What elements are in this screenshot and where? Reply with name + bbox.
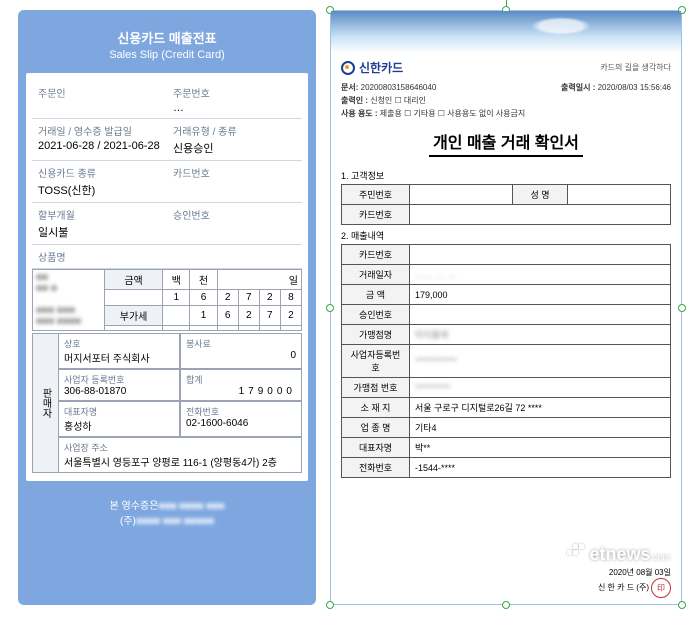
transdate-label: 거래일 / 영수증 발급일	[38, 123, 161, 138]
transtype-label: 거래유형 / 종류	[173, 123, 296, 138]
rceo-label: 대표자명	[342, 438, 410, 458]
biz-label: 사업자등록번호	[342, 345, 410, 378]
rceo-value: 박**	[410, 438, 671, 458]
service-value: 0	[186, 350, 296, 361]
slip-title-en: Sales Slip (Credit Card)	[26, 49, 308, 61]
store-label: 가맹점명	[342, 325, 410, 345]
orderno-label: 주문번호	[173, 85, 296, 100]
date-label: 거래일자	[342, 265, 410, 285]
orderno-value: …	[173, 102, 296, 114]
name-label: 성 명	[513, 185, 568, 205]
footer-company: 신 한 카 드 (주)	[598, 583, 649, 592]
etnews-logo-icon	[567, 540, 587, 560]
hdr-chon: 천	[190, 270, 217, 290]
doc-footer: 2020년 08월 03일 신 한 카 드 (주)	[598, 567, 671, 598]
biz-value: ************	[410, 345, 671, 378]
seller-label: 판매자	[32, 333, 58, 473]
card2-label: 카드번호	[342, 245, 410, 265]
confirmation-doc[interactable]: 신한카드 카드의 길을 생각하다 문서: 20200803158646040출력…	[330, 10, 682, 605]
transdate-value: 2021-06-28 / 2021-06-28	[38, 140, 161, 152]
docno-value: 20200803158646040	[361, 83, 437, 92]
amount-value: 179,000	[410, 285, 671, 305]
date-value: …… … …	[410, 265, 671, 285]
stamp-icon	[651, 578, 671, 598]
section-sales: 2. 매출내역 카드번호 거래일자…… … … 금 액179,000 승인번호 …	[331, 229, 681, 478]
company-value: 머지서포터 주식회사	[64, 350, 174, 365]
etnews-watermark: etnews.com	[567, 540, 670, 565]
amount-label-0: 금액	[105, 270, 163, 290]
tel-value: 02-1600-6046	[186, 418, 296, 429]
doc-title: 개인 매출 거래 확인서	[429, 129, 583, 157]
slip-body: 주문인 주문번호 … 거래일 / 영수증 발급일 2021-06-28 / 2021…	[26, 73, 308, 481]
storeid-value: **********	[410, 378, 671, 398]
slogan-text: 카드의 길을 생각하다	[600, 62, 671, 73]
service-label: 봉사료	[186, 337, 296, 350]
scope-value: 신청인 ☐ 대리인	[370, 96, 426, 105]
rtel-value: -1544-****	[410, 458, 671, 478]
type-label: 업 종 명	[342, 418, 410, 438]
orderer-label: 주문인	[38, 85, 161, 100]
store-value: 머지플래	[410, 325, 671, 345]
resize-handle-ml[interactable]	[326, 304, 334, 312]
brand-row: 신한카드 카드의 길을 생각하다	[331, 53, 681, 78]
slip-footer: 본 영수증은■■■ ■■■■ ■■■ (주)■■■■ ■■■ ■■■■■	[26, 497, 308, 527]
sec1-heading: 1. 고객정보	[341, 169, 671, 182]
raddr-label: 소 재 지	[342, 398, 410, 418]
approve-label: 승인번호	[342, 305, 410, 325]
sales-slip-card: 신용카드 매출전표 Sales Slip (Credit Card) 주문인 주…	[18, 10, 316, 605]
total-label: 합계	[186, 373, 296, 386]
product-label: 상품명	[38, 249, 296, 264]
printdate-value: 2020/08/03 15:56:46	[598, 83, 671, 92]
slip-title-kr: 신용카드 매출전표	[26, 28, 308, 47]
amount-label-1: 부가세	[105, 306, 163, 326]
cardkind-label: 신용카드 종류	[38, 165, 161, 180]
hdr-il: 일	[217, 270, 301, 290]
install-value: 일시불	[38, 224, 161, 240]
shinhan-logo-icon	[341, 61, 355, 75]
bizno-value: 306-88-01870	[64, 386, 174, 397]
raddr-value: 서울 구로구 디지털로26길 72 ****	[410, 398, 671, 418]
install-label: 할부개월	[38, 207, 161, 222]
resize-handle-mr[interactable]	[678, 304, 686, 312]
ceo-value: 홍성하	[64, 418, 174, 433]
header-sky	[331, 11, 681, 53]
sec2-heading: 2. 매출내역	[341, 229, 671, 242]
approval-label: 승인번호	[173, 207, 296, 222]
section-customer: 1. 고객정보 주민번호 성 명 카드번호	[331, 169, 681, 225]
addr-value: 서울특별시 영등포구 양평로 116-1 (양평동4가) 2층	[64, 454, 296, 469]
addr-label: 사업장 주소	[64, 441, 296, 454]
amount-table: ■■■■ ■■■■ ■■■■■■ ■■■■ 금액 백 천 일 162728 부가…	[32, 269, 302, 331]
use-value: 제출용 ☐ 기타용 ☐ 사용용도 없이 사용금지	[380, 109, 525, 118]
tel-label: 전화번호	[186, 405, 296, 418]
resize-handle-bm[interactable]	[502, 601, 510, 609]
cardno-label: 카드번호	[173, 165, 296, 180]
ceo-label: 대표자명	[64, 405, 174, 418]
cardkind-value: TOSS(신한)	[38, 182, 161, 198]
footer-date: 2020년 08월 03일	[598, 567, 671, 578]
seller-section: 판매자 상호머지서포터 주식회사 봉사료0 사업자 등록번호306-88-018…	[32, 333, 302, 473]
transtype-value: 신용승인	[173, 140, 296, 156]
resize-handle-bl[interactable]	[326, 601, 334, 609]
resize-handle-br[interactable]	[678, 601, 686, 609]
jumin-label: 주민번호	[342, 185, 410, 205]
storeid-label: 가맹점 번호	[342, 378, 410, 398]
bizno-label: 사업자 등록번호	[64, 373, 174, 386]
product-blur: ■■■■ ■■■■ ■■■■■■ ■■■■	[33, 270, 105, 331]
company-label: 상호	[64, 337, 174, 350]
hdr-baek: 백	[163, 270, 190, 290]
slip-header: 신용카드 매출전표 Sales Slip (Credit Card)	[26, 18, 308, 73]
amount-label: 금 액	[342, 285, 410, 305]
meta-block: 문서: 20200803158646040출력일시 : 2020/08/03 1…	[331, 78, 681, 125]
rtel-label: 전화번호	[342, 458, 410, 478]
brand-text: 신한카드	[359, 59, 403, 76]
card-label: 카드번호	[342, 205, 410, 225]
type-value: 기타4	[410, 418, 671, 438]
